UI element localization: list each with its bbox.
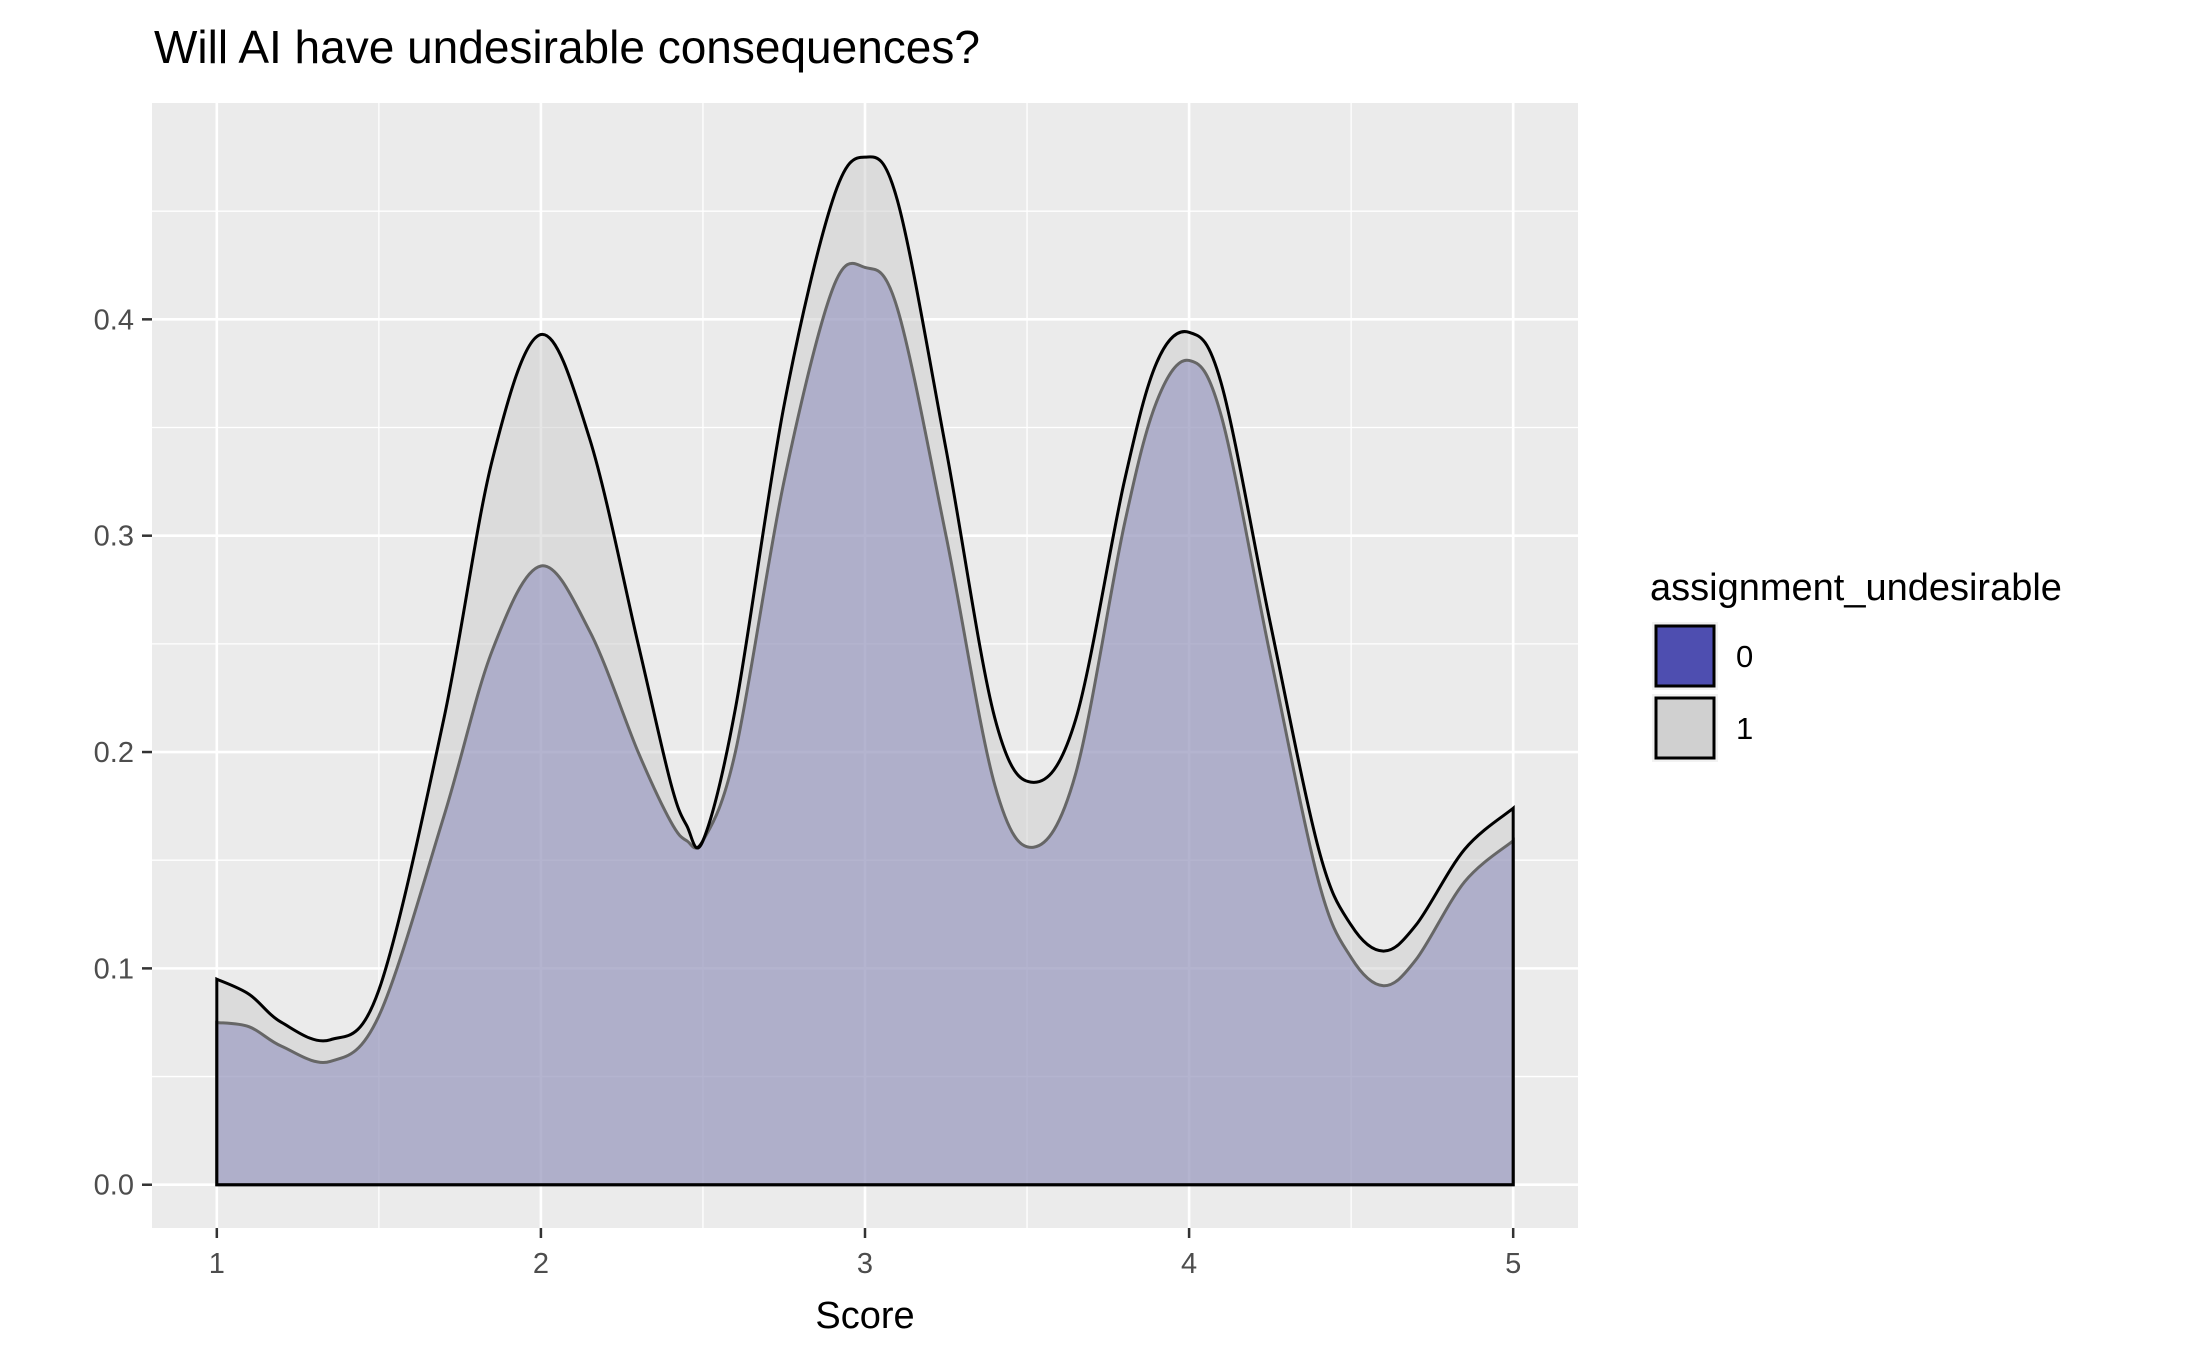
x-axis-title: Score <box>815 1295 914 1337</box>
legend-title: assignment_undesirable <box>1650 567 2062 609</box>
x-tick-label: 5 <box>1505 1248 1521 1280</box>
y-tick-label: 0.0 <box>94 1170 134 1202</box>
y-tick-label: 0.1 <box>94 953 134 985</box>
legend-label-1: 1 <box>1736 711 1753 746</box>
legend-key-1 <box>1654 696 1716 760</box>
x-tick-label: 1 <box>209 1248 225 1280</box>
y-axis: 0.0 0.1 0.2 0.3 0.4 <box>94 304 152 1202</box>
x-tick-label: 2 <box>533 1248 549 1280</box>
density-areas <box>215 155 1515 1187</box>
legend-label-0: 0 <box>1736 639 1753 674</box>
x-tick-label: 4 <box>1181 1248 1197 1280</box>
y-tick-label: 0.4 <box>94 304 134 336</box>
density-area-series-1 <box>215 155 1515 1187</box>
legend: assignment_undesirable 0 1 <box>1650 567 2062 762</box>
y-tick-label: 0.2 <box>94 737 134 769</box>
legend-key-0 <box>1654 624 1716 688</box>
x-axis: 1 2 3 4 5 <box>209 1228 1521 1280</box>
x-tick-label: 3 <box>857 1248 873 1280</box>
chart-title: Will AI have undesirable consequences? <box>154 21 980 73</box>
y-tick-label: 0.3 <box>94 521 134 553</box>
